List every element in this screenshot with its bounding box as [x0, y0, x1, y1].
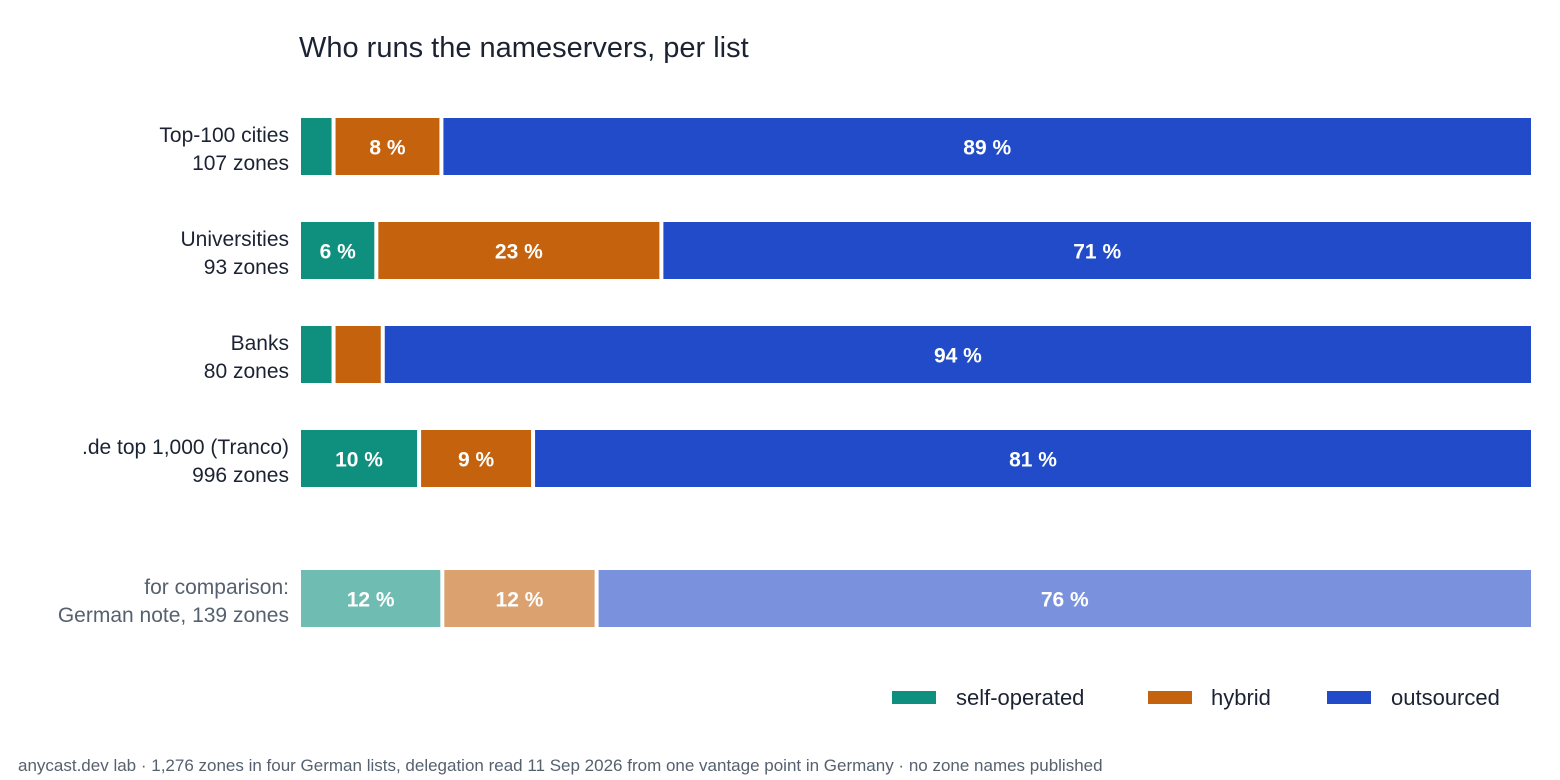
bar-segment-self-operated — [301, 326, 332, 383]
bar-row: Top-100 cities 107 zones 8 % 89 % — [159, 118, 1531, 175]
bar-row: Universities 93 zones 6 % 23 % 71 % — [180, 222, 1531, 279]
data-label: 89 % — [963, 137, 1011, 160]
bar-segment-outsourced — [535, 430, 1531, 487]
bar-segment-outsourced — [598, 570, 1531, 627]
legend-label: hybrid — [1211, 685, 1271, 710]
bar-segment-self-operated — [301, 570, 441, 627]
legend-item: outsourced — [1327, 685, 1500, 710]
bar-segment-outsourced — [443, 118, 1531, 175]
data-label: 76 % — [1041, 589, 1089, 612]
category-sublabel: 80 zones — [204, 360, 289, 383]
legend-swatch — [1327, 691, 1371, 704]
data-label: 12 % — [347, 589, 395, 612]
bar-segment-hybrid — [378, 222, 660, 279]
category-label: .de top 1,000 (Tranco) — [82, 436, 289, 459]
legend-item: hybrid — [1148, 685, 1271, 710]
legend-item: self-operated — [892, 685, 1084, 710]
bar-segment-hybrid — [421, 430, 532, 487]
legend-swatch — [892, 691, 936, 704]
data-label: 12 % — [496, 589, 544, 612]
bar-segment-self-operated — [301, 222, 375, 279]
bar-segment-hybrid — [335, 326, 381, 383]
legend-label: self-operated — [956, 685, 1084, 710]
category-sublabel: German note, 139 zones — [58, 604, 289, 627]
footer-note: anycast.dev lab · 1,276 zones in four Ge… — [18, 756, 1103, 775]
data-label: 8 % — [369, 137, 406, 160]
bar-row: Banks 80 zones 94 % — [204, 326, 1531, 383]
data-label: 6 % — [320, 241, 357, 264]
bar-segment-outsourced — [384, 326, 1531, 383]
data-label: 23 % — [495, 241, 543, 264]
category-sublabel: 107 zones — [192, 152, 289, 175]
chart-title: Who runs the nameservers, per list — [299, 32, 749, 64]
data-label: 94 % — [934, 345, 982, 368]
bar-rows: Top-100 cities 107 zones 8 % 89 % Universiti… — [58, 118, 1531, 627]
legend-swatch — [1148, 691, 1192, 704]
bar-row: .de top 1,000 (Tranco) 996 zones 10 % 9 % 81… — [82, 430, 1531, 487]
bar-segment-hybrid — [335, 118, 440, 175]
data-label: 9 % — [458, 449, 495, 472]
legend: self-operated hybrid outsourced — [892, 685, 1500, 710]
data-label: 10 % — [335, 449, 383, 472]
data-label: 81 % — [1009, 449, 1057, 472]
data-label: 71 % — [1073, 241, 1121, 264]
bar-segment-self-operated — [301, 118, 332, 175]
category-sublabel: 996 zones — [192, 464, 289, 487]
bar-row: for comparison: German note, 139 zones 12 … — [58, 570, 1531, 627]
legend-label: outsourced — [1391, 685, 1500, 710]
bar-segment-self-operated — [301, 430, 418, 487]
category-label: Universities — [180, 228, 289, 251]
bar-segment-hybrid — [444, 570, 595, 627]
category-sublabel: 93 zones — [204, 256, 289, 279]
category-label: Top-100 cities — [159, 124, 289, 147]
category-label: for comparison: — [144, 576, 289, 599]
bar-segment-outsourced — [663, 222, 1531, 279]
category-label: Banks — [231, 332, 289, 355]
